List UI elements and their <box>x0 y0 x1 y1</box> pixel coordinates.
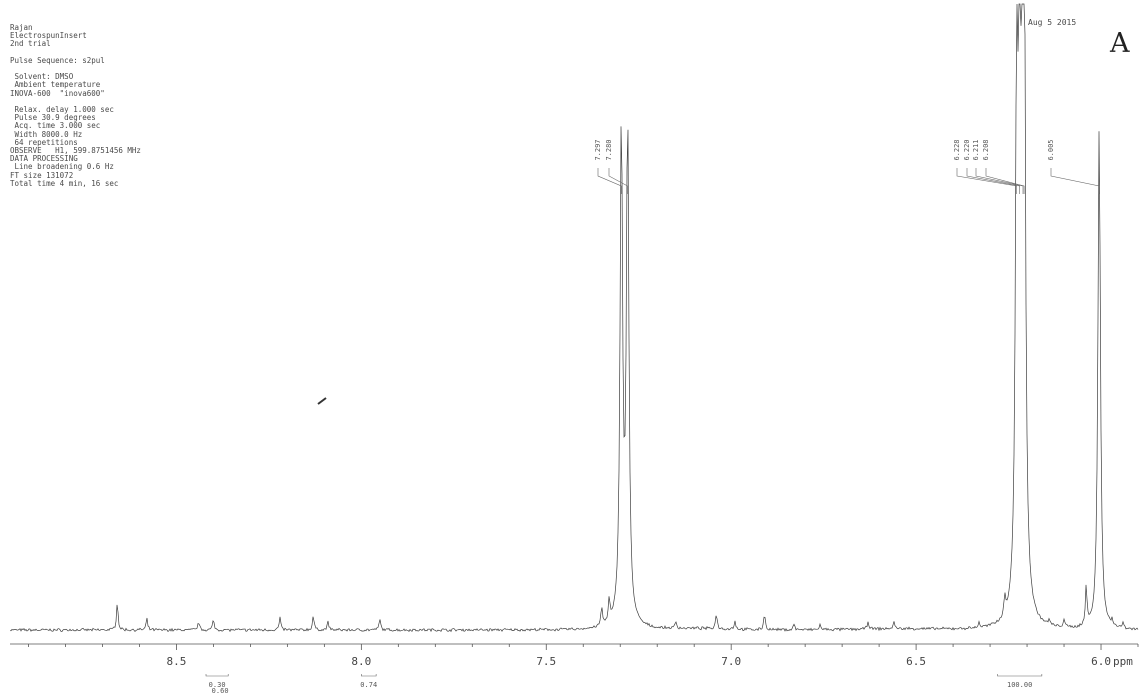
peak-label: 6.005 <box>1047 139 1055 160</box>
parameter-line: Ambient temperature <box>10 80 101 90</box>
parameter-line: Acq. time 3.000 sec <box>10 121 101 131</box>
integral-bracket <box>361 674 377 677</box>
peak-leader-line <box>975 168 1024 194</box>
peak-label: 6.220 <box>963 139 971 160</box>
parameter-line: Pulse 30.9 degrees <box>10 113 96 123</box>
panel-label: A <box>1110 28 1130 59</box>
pen-mark <box>317 397 327 405</box>
peak-leader-line <box>985 168 1025 194</box>
peak-leader-line <box>956 168 1018 194</box>
parameter-line: Line broadening 0.6 Hz <box>10 162 114 172</box>
spectrum-trace <box>9 3 1139 633</box>
x-tick-label: 8.0 <box>351 655 371 668</box>
x-tick-label: 7.5 <box>536 655 556 668</box>
parameter-line: Solvent: DMSO <box>10 72 74 82</box>
spectrum-line <box>9 3 1139 633</box>
peak-label: 7.280 <box>605 139 613 160</box>
integral-value: 0.74 <box>360 681 377 689</box>
parameter-line: Relax. delay 1.000 sec <box>10 105 114 115</box>
parameter-line: Pulse Sequence: s2pul <box>10 55 105 65</box>
x-axis: ppm <box>10 643 1138 668</box>
parameter-line: 2nd trial <box>10 39 51 49</box>
integral-bracket <box>997 674 1043 677</box>
peak-labels: 7.297 7.280 6.228 6.220 6.211 6.208 6.005 <box>594 139 1100 194</box>
parameter-line: INOVA-600 "inova600" <box>10 88 105 98</box>
parameter-line: FT size 131072 <box>10 170 74 180</box>
acquisition-date: Aug 5 2015 <box>1028 18 1077 27</box>
peak-label: 6.211 <box>972 139 980 160</box>
peak-leader-line <box>597 168 622 194</box>
x-axis-unit-label: ppm <box>1113 655 1133 668</box>
integral-value: 0.60 <box>212 687 229 695</box>
parameter-line: Rajan <box>10 23 33 32</box>
integrals: 0.300.60 0.74 100.00 <box>205 674 1043 695</box>
parameter-line: Width 8000.0 Hz <box>10 129 83 139</box>
parameter-line: ElectrospunInsert <box>10 31 87 41</box>
peak-leader-line <box>1050 168 1100 194</box>
parameter-line: 64 repetitions <box>10 137 78 147</box>
peak-label: 6.228 <box>953 139 961 160</box>
parameter-line: Total time 4 min, 16 sec <box>10 178 119 188</box>
peak-label: 6.208 <box>982 139 990 160</box>
x-axis-ticks: 8.5 8.0 7.5 7.0 6.5 6.0 <box>28 644 1139 668</box>
peak-leader-line <box>608 168 628 194</box>
integral-value: 0.30 <box>209 681 226 689</box>
integral-bracket <box>205 674 229 677</box>
peak-label: 7.297 <box>594 139 602 160</box>
x-tick-label: 7.0 <box>721 655 741 668</box>
x-tick-label: 8.5 <box>166 655 186 668</box>
acquisition-parameters: Rajan ElectrospunInsert 2nd trial Pulse Se… <box>10 23 141 188</box>
integral-value: 100.00 <box>1007 681 1032 689</box>
peak-leader-line <box>966 168 1021 194</box>
parameter-line: OBSERVE H1, 599.8751456 MHz <box>10 146 141 156</box>
x-tick-label: 6.0 <box>1091 655 1111 668</box>
parameter-line: DATA PROCESSING <box>10 154 78 164</box>
x-tick-label: 6.5 <box>906 655 926 668</box>
